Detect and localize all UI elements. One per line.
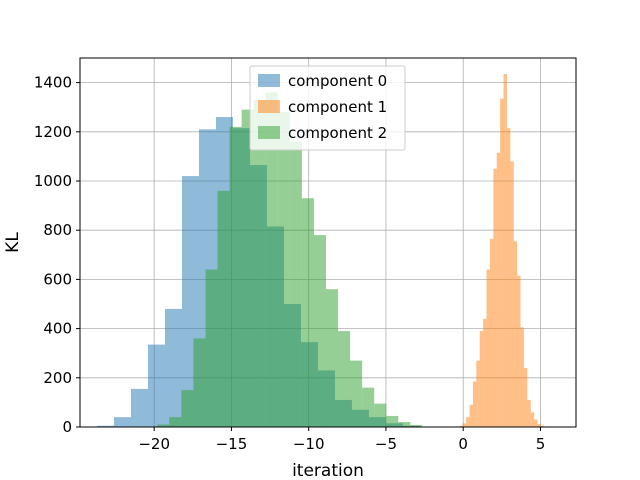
legend-swatch [258,74,280,87]
legend-label: component 1 [288,98,387,116]
histogram-bar [486,269,490,427]
histogram-bar [496,152,501,427]
histogram-bar [217,190,230,427]
histogram-bar [537,424,541,427]
histogram-bar [540,425,545,427]
histogram-bar [534,419,538,427]
histogram-bar [277,112,290,428]
histogram-bar [193,338,206,427]
y-tick-label: 0 [62,418,72,436]
histogram-bar [410,425,423,427]
histogram-bar [489,238,494,427]
histogram-bar [398,422,411,427]
y-tick-label: 200 [43,369,72,387]
x-axis-ticks: −20 −15 −10 −5 0 5 [138,427,545,453]
histogram-bar [386,415,399,427]
histogram-bar [479,331,484,427]
histogram-bar [169,417,182,427]
y-tick-label: 400 [43,320,72,338]
histogram-bar [500,98,504,427]
histogram-bar [483,318,487,427]
histogram-bars [96,73,548,428]
histogram-bar [164,308,182,427]
histogram-bar [517,275,521,427]
histogram-bar [506,128,511,428]
histogram-bar [513,241,518,427]
histogram-bar [466,417,470,427]
histogram-bar [472,381,477,427]
histogram-bar [205,269,218,427]
histogram-bar [301,198,314,427]
histogram-bar [510,161,514,427]
y-tick-label: 1000 [34,172,72,190]
legend-swatch [258,126,280,139]
y-axis-ticks: 0 200 400 600 800 1000 1200 1400 [34,74,80,436]
y-tick-label: 1200 [34,123,72,141]
histogram-bar [313,235,326,427]
histogram-bar [530,412,535,427]
x-tick-label: −20 [138,435,170,453]
x-tick-label: −10 [293,435,325,453]
legend-box [249,65,406,151]
histogram-bar [469,404,473,427]
legend-label: component 0 [288,72,387,90]
x-tick-label: 5 [536,435,546,453]
histogram-bar [338,331,351,427]
y-tick-label: 600 [43,270,72,288]
series-2-bars [157,92,423,428]
legend: component 0 component 1 component 2 [249,65,406,151]
histogram-bar [350,360,363,427]
histogram-bar [241,109,254,427]
histogram-bar [527,399,531,427]
y-axis-label: KL [3,232,23,253]
legend-swatch [258,100,280,113]
histogram-bar [520,327,524,427]
histogram-bar [113,417,131,427]
histogram-bar [523,367,528,427]
histogram-bar [325,289,339,427]
histogram-bar [253,99,266,427]
histogram-bar [462,423,467,427]
histogram-bar [265,92,278,427]
y-tick-label: 800 [43,221,72,239]
y-tick-label: 1400 [34,74,72,92]
histogram-bar [374,403,387,427]
plot-frame [79,57,577,428]
histogram-bar [96,425,114,427]
histogram-bar [459,425,463,427]
x-tick-label: −15 [216,435,248,453]
legend-label: component 2 [288,124,387,142]
x-tick-label: −5 [375,435,397,453]
histogram-bar [503,73,507,428]
x-tick-label: 0 [458,435,468,453]
histogram-bar [157,424,170,427]
histogram-bar [493,168,497,427]
histogram-bar [147,344,165,427]
histogram-bar [181,390,194,427]
histogram-bar [289,141,302,427]
x-axis-label: iteration [292,461,364,480]
histogram-bar [229,126,242,427]
series-1-bars [459,73,548,428]
histogram-bar [130,388,148,427]
histogram-bar [362,387,375,427]
histogram-bar [476,360,480,427]
